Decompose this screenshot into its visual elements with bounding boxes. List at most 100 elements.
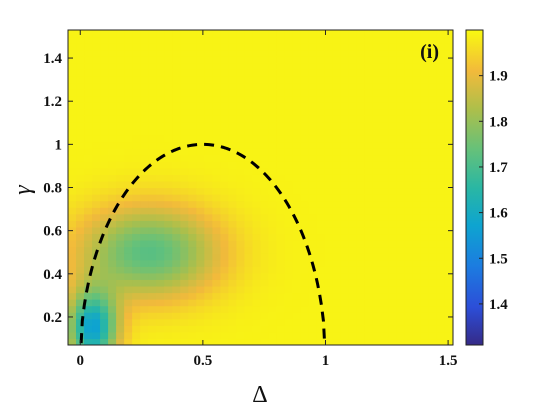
heatmap-cell [84, 312, 93, 320]
heatmap-cell [84, 338, 93, 345]
heatmap-cell [212, 148, 221, 156]
heatmap-cell [292, 108, 302, 116]
heatmap-cell [116, 220, 125, 228]
heatmap-cell [436, 108, 446, 116]
heatmap-cell [164, 30, 173, 38]
heatmap-cell [260, 43, 270, 51]
heatmap-cell [436, 82, 446, 90]
heatmap-cell [236, 135, 246, 143]
heatmap-cell [260, 240, 270, 248]
heatmap-cell [292, 141, 302, 149]
heatmap-cell [148, 207, 157, 215]
heatmap-cell [348, 135, 358, 143]
heatmap-cell [196, 154, 205, 162]
heatmap-cell [172, 95, 181, 103]
heatmap-cell [156, 102, 165, 110]
heatmap-cell [204, 180, 213, 189]
heatmap-cell [124, 128, 133, 136]
heatmap-cell [68, 299, 77, 307]
heatmap-cell [188, 279, 197, 287]
heatmap-cell [228, 167, 238, 175]
heatmap-cell [164, 174, 173, 182]
heatmap-cell [228, 299, 238, 307]
heatmap-cell [196, 128, 205, 136]
heatmap-cell [332, 272, 342, 280]
heatmap-cell [228, 154, 238, 162]
heatmap-cell [404, 43, 414, 51]
heatmap-cell [268, 318, 278, 326]
heatmap-cell [164, 75, 173, 84]
heatmap-cell [292, 187, 302, 195]
heatmap-cell [180, 253, 189, 261]
heatmap-cell [404, 325, 414, 333]
heatmap-cell [180, 331, 189, 340]
heatmap-cell [212, 75, 221, 84]
heatmap-cell [124, 266, 133, 274]
heatmap-cell [196, 161, 205, 169]
heatmap-cell [404, 266, 414, 274]
heatmap-cell [356, 226, 366, 235]
heatmap-cell [124, 75, 133, 84]
heatmap-cell [332, 56, 342, 64]
heatmap-cell [228, 266, 238, 274]
heatmap-cell [268, 292, 278, 300]
heatmap-cell [68, 338, 77, 345]
heatmap-cell [172, 62, 181, 70]
heatmap-cell [116, 279, 125, 287]
heatmap-cell [308, 95, 318, 103]
heatmap-cell [380, 121, 390, 130]
heatmap-cell [180, 180, 189, 189]
heatmap-cell [252, 279, 262, 287]
heatmap-cell [396, 180, 406, 189]
heatmap-cell [300, 246, 310, 254]
heatmap-cell [380, 194, 390, 202]
heatmap-cell [332, 253, 342, 261]
heatmap-cell [260, 108, 270, 116]
heatmap-cell [132, 30, 141, 38]
heatmap-cell [204, 220, 213, 228]
heatmap-cell [356, 141, 366, 149]
heatmap-cell [164, 200, 173, 208]
heatmap-cell [260, 253, 270, 261]
heatmap-cell [444, 174, 453, 182]
heatmap-cell [164, 128, 173, 136]
heatmap-cell [124, 194, 133, 202]
heatmap-cell [364, 128, 374, 136]
heatmap-cell [292, 246, 302, 254]
heatmap-cell [180, 187, 189, 195]
heatmap-cell [156, 285, 165, 294]
heatmap-cell [292, 174, 302, 182]
heatmap-cell [116, 135, 125, 143]
heatmap-cell [196, 102, 205, 110]
heatmap-cell [308, 180, 318, 189]
heatmap-cell [308, 318, 318, 326]
heatmap-cell [276, 36, 286, 44]
heatmap-cell [380, 30, 390, 38]
heatmap-cell [436, 312, 446, 320]
heatmap-cell [260, 180, 270, 189]
heatmap-cell [348, 174, 358, 182]
y-tick-label: 0.6 [43, 224, 62, 240]
heatmap-cell [124, 43, 133, 51]
heatmap-cell [180, 259, 189, 267]
heatmap-cell [220, 82, 230, 90]
heatmap-cell [308, 279, 318, 287]
heatmap-cell [332, 292, 342, 300]
heatmap-cell [300, 312, 310, 320]
heatmap-cell [356, 318, 366, 326]
heatmap-cell [404, 128, 414, 136]
heatmap-cell [116, 148, 125, 156]
heatmap-cell [124, 102, 133, 110]
heatmap-cell [212, 331, 221, 340]
heatmap-cell [316, 89, 326, 97]
heatmap-cell [164, 141, 173, 149]
heatmap-cell [436, 299, 446, 307]
heatmap-cell [164, 338, 173, 345]
heatmap-cell [116, 331, 125, 340]
heatmap-cell [260, 220, 270, 228]
heatmap-cell [148, 246, 157, 254]
heatmap-cell [204, 285, 213, 294]
heatmap-cell [180, 148, 189, 156]
heatmap-cell [388, 338, 398, 345]
heatmap-cell [116, 174, 125, 182]
